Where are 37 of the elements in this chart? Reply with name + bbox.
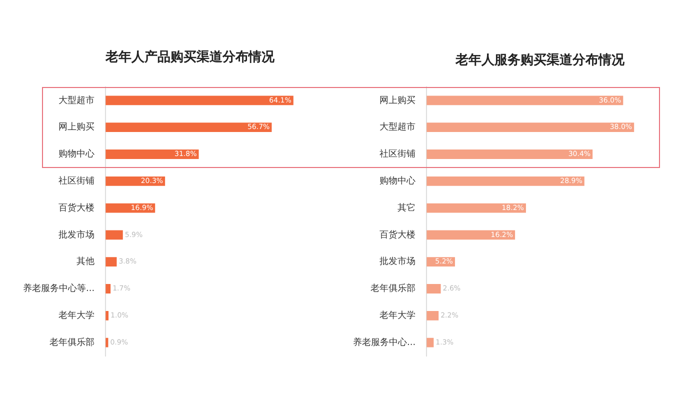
- bar: [106, 284, 111, 294]
- y-tick-label: 批发市场: [58, 229, 95, 240]
- y-tick-label: 社区街铺: [380, 148, 416, 160]
- y-tick-label: 养老服务中心等...: [22, 283, 95, 294]
- y-tick-label: 养老服务中心...: [352, 336, 416, 348]
- bar: [426, 338, 434, 348]
- y-tick-label: 社区街铺: [58, 175, 95, 186]
- bar: [426, 96, 624, 106]
- bar: [106, 122, 272, 132]
- y-tick-label: 其它: [398, 202, 416, 214]
- y-tick-label: 购物中心: [58, 148, 95, 160]
- y-tick-label: 百货大楼: [380, 229, 416, 240]
- bar: [426, 230, 516, 240]
- bar: [426, 310, 439, 320]
- bar: [426, 203, 526, 213]
- bar: [426, 176, 584, 186]
- bar: [426, 284, 441, 294]
- y-tick-label: 大型超市: [380, 122, 416, 133]
- y-tick-label: 老年俱乐部: [370, 283, 416, 294]
- y-tick-label: 购物中心: [380, 175, 416, 186]
- y-tick-label: 批发市场: [380, 256, 416, 268]
- chart-title: 老年人产品购买渠道分布情况: [104, 48, 276, 66]
- chart-title: 老年人服务购买渠道分布情况: [454, 52, 626, 69]
- y-tick-label: 网上购买: [380, 94, 416, 106]
- y-tick-label: 老年大学: [380, 310, 416, 321]
- y-tick-label: 百货大楼: [58, 202, 95, 214]
- y-tick-label: 其他: [76, 256, 95, 268]
- bar: [426, 122, 634, 132]
- bar: [106, 230, 123, 240]
- bar: [106, 150, 199, 159]
- y-tick-label: 网上购买: [58, 122, 95, 133]
- y-tick-label: 老年俱乐部: [50, 336, 95, 348]
- bar: [106, 96, 294, 106]
- bar: [106, 257, 117, 267]
- y-tick-label: 大型超市: [58, 94, 95, 106]
- y-tick-label: 老年大学: [58, 310, 95, 321]
- bar: [426, 150, 593, 159]
